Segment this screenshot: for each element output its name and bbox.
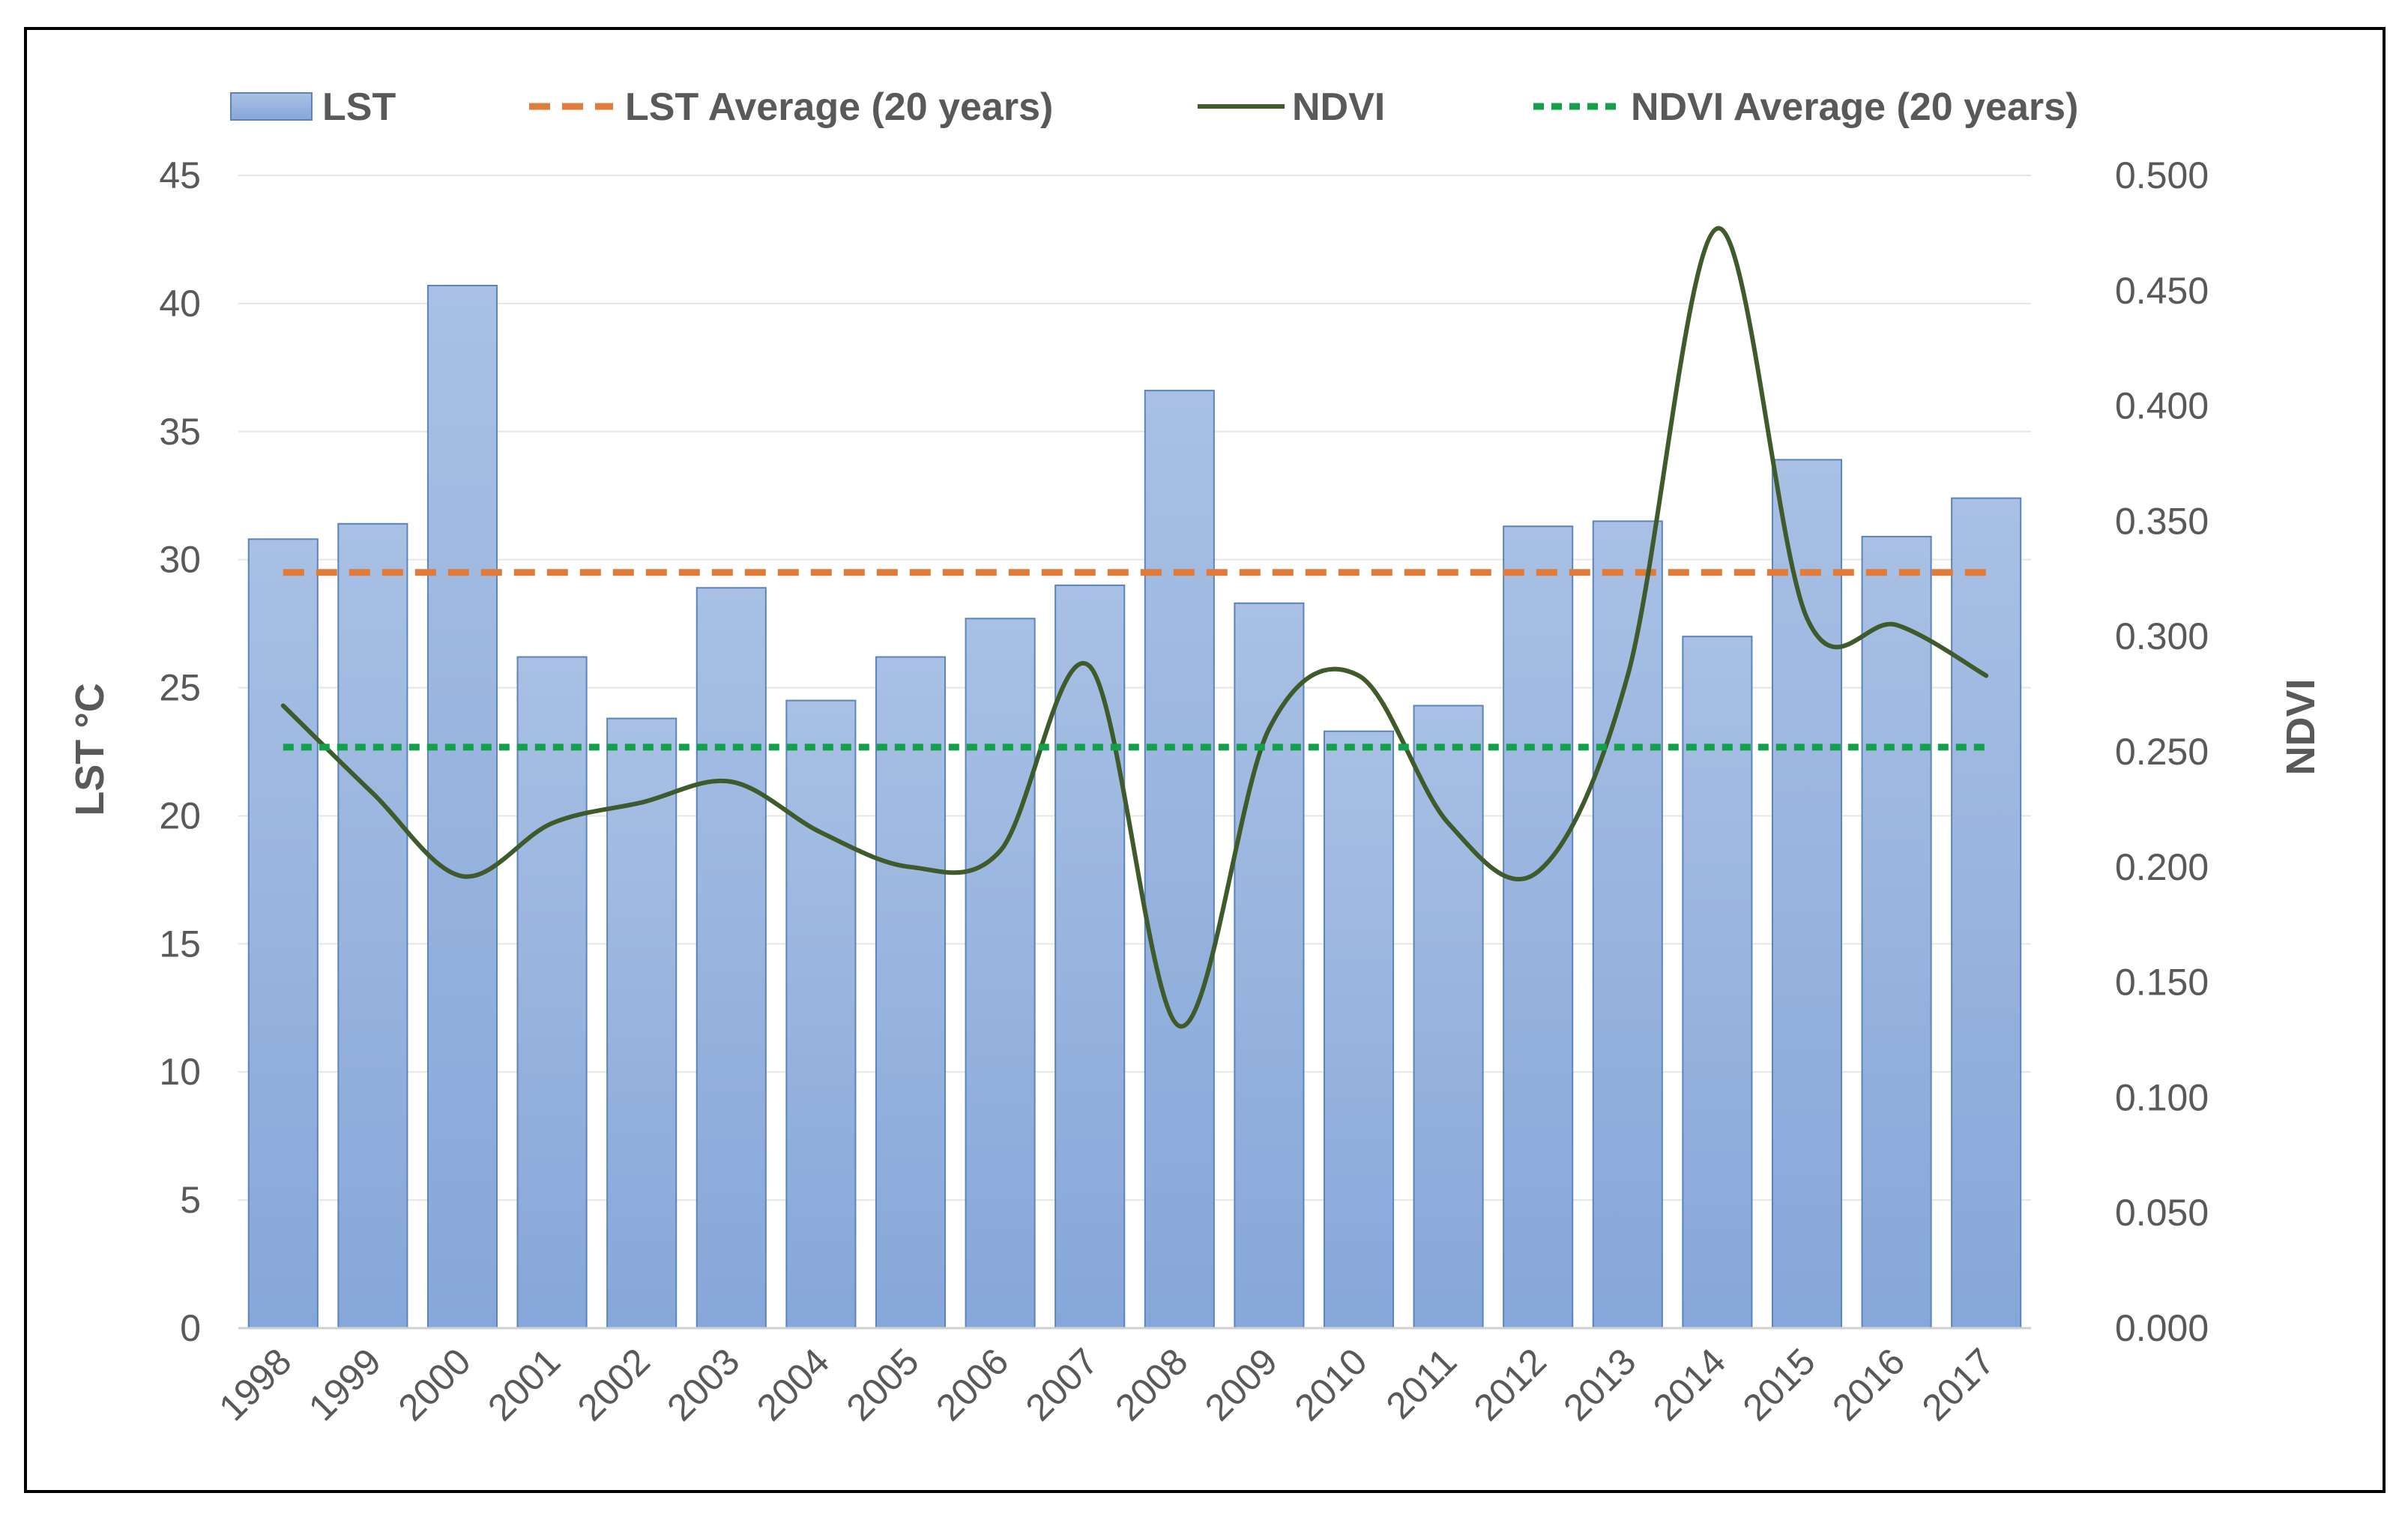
legend-label-ndvi-average: NDVI Average (20 years) <box>1631 85 2078 129</box>
lst-bars <box>247 284 2022 1330</box>
ndvi-line <box>280 226 1989 1029</box>
lst-bar-2000 <box>426 284 498 1329</box>
series-lines <box>280 226 1989 1029</box>
y-right-tick-label: 0.400 <box>2115 385 2209 427</box>
lst-bar-2004 <box>785 699 857 1329</box>
y-right-tick-label: 0.500 <box>2115 154 2209 196</box>
lst-bar-2003 <box>695 587 767 1329</box>
y-right-tick-label: 0.350 <box>2115 500 2209 542</box>
lst-bar-2009 <box>1234 602 1305 1329</box>
y-right-tick-label: 0.250 <box>2115 731 2209 773</box>
y-right-tick-label: 0.200 <box>2115 846 2209 888</box>
y-left-tick-label: 25 <box>159 667 201 709</box>
y-left-tick-label: 0 <box>180 1307 201 1349</box>
lst-bar-2010 <box>1323 730 1395 1329</box>
lst-bar-2008 <box>1144 390 1215 1329</box>
y-left-tick-label: 30 <box>159 539 201 581</box>
y-right-tick-label: 0.150 <box>2115 962 2209 1004</box>
lst-bar-2007 <box>1054 584 1126 1329</box>
y-left-tick-label: 15 <box>159 923 201 965</box>
y-left-tick-label: 40 <box>159 283 201 325</box>
lst-bar-2017 <box>1951 497 2022 1329</box>
y-left-tick-label: 10 <box>159 1051 201 1093</box>
lst-bar-2006 <box>965 618 1036 1329</box>
y-right-tick-label: 0.300 <box>2115 615 2209 657</box>
lst-bar-1998 <box>247 538 319 1329</box>
y-left-tick-label: 5 <box>180 1179 201 1221</box>
lst-bar-2012 <box>1503 525 1574 1329</box>
lst-bar-2014 <box>1682 636 1753 1329</box>
legend-swatch-lst <box>230 92 313 121</box>
lst-bar-2015 <box>1771 459 1843 1330</box>
lst-bar-2005 <box>875 656 947 1329</box>
lst-bar-2011 <box>1413 705 1484 1329</box>
y-right-tick-label: 0.100 <box>2115 1076 2209 1118</box>
y-left-tick-label: 35 <box>159 411 201 453</box>
legend: LST LST Average (20 years) NDVI NDVI Ave… <box>230 85 2078 129</box>
lst-bar-2001 <box>516 656 588 1329</box>
y-left-tick-label: 20 <box>159 794 201 836</box>
lst-bar-2016 <box>1861 535 1932 1330</box>
y-right-tick-label: 0.450 <box>2115 270 2209 312</box>
lst-bar-1999 <box>337 522 408 1329</box>
legend-label-ndvi: NDVI <box>1292 85 1385 129</box>
lst-bar-2002 <box>606 717 678 1329</box>
lst-bar-2013 <box>1592 520 1663 1329</box>
legend-label-lst-average: LST Average (20 years) <box>625 85 1053 129</box>
legend-label-lst: LST <box>322 85 396 129</box>
y-right-tick-label: 0.050 <box>2115 1192 2209 1234</box>
y-left-tick-label: 45 <box>159 154 201 196</box>
y-right-tick-label: 0.000 <box>2115 1307 2209 1349</box>
y-axis-right-title: NDVI <box>2278 678 2323 775</box>
y-axis-left-title: LST °C <box>67 683 112 816</box>
